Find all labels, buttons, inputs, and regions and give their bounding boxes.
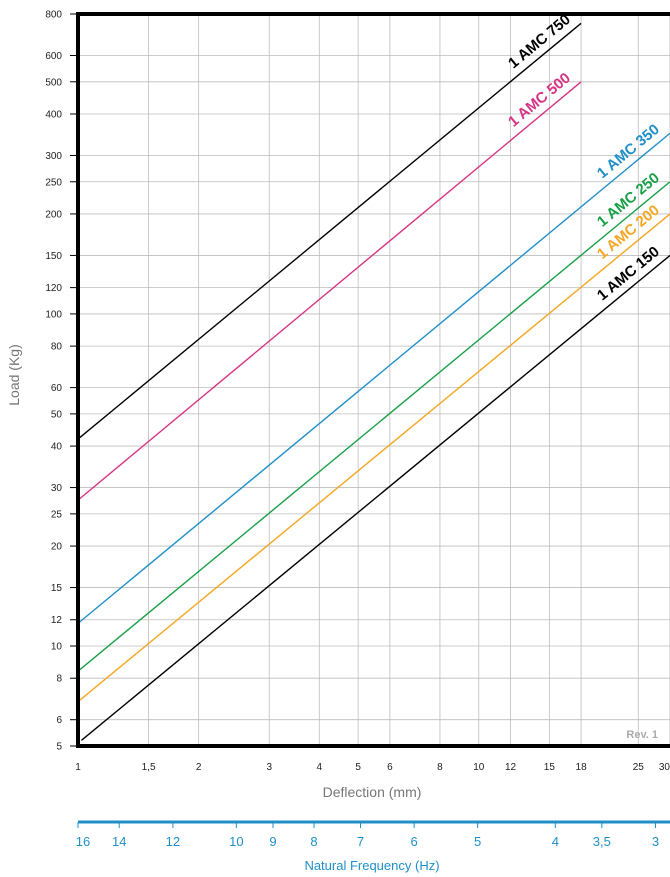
x-tick-label: 8 [437,762,443,773]
x-tick-label: 3 [266,762,272,773]
x-tick-label: 4 [317,762,323,773]
x-tick-label: 2 [196,762,202,773]
x-tick-label: 1,5 [142,762,156,773]
x-tick-label: 5 [355,762,361,773]
y-tick-label: 60 [51,383,63,394]
frequency-tick-label: 3,5 [593,834,611,849]
frequency-axis-title: Natural Frequency (Hz) [304,858,439,873]
y-tick-label: 20 [51,542,63,553]
frequency-tick-label: 10 [229,834,243,849]
series-label: 1 AMC 750 [505,11,574,72]
series-line [81,254,670,741]
frequency-tick-label: 9 [269,834,276,849]
y-tick-label: 400 [45,109,62,120]
frequency-tick-label: 14 [112,834,126,849]
x-tick-labels: 1 1,5 2 3 4 5 6 8 10 12 15 18 25 30 [75,762,670,773]
x-tick-label: 1 [75,762,81,773]
y-tick-label: 120 [45,283,62,294]
frequency-tick-label: 6 [411,834,418,849]
y-tick-label: 10 [51,642,63,653]
y-tick-label: 15 [51,583,63,594]
y-tick-label: 25 [51,509,63,520]
y-tick-label: 80 [51,342,63,353]
natural-frequency-axis: 16 14 12 10 9 8 7 6 5 4 3,5 3 [76,820,670,849]
y-tick-label: 100 [45,309,62,320]
x-axis-title: Deflection (mm) [323,784,422,800]
y-tick-label: 40 [51,442,63,453]
x-tick-label: 25 [633,762,645,773]
y-tick-label: 30 [51,483,63,494]
frequency-tick-label: 7 [357,834,364,849]
y-tick-label: 200 [45,209,62,220]
y-tick-label: 50 [51,409,63,420]
y-tick-label: 8 [56,674,62,685]
y-tick-label: 300 [45,151,62,162]
frequency-tick-label: 12 [166,834,180,849]
y-tick-label: 800 [45,10,62,21]
plot-frame [76,12,670,748]
y-tick-label: 500 [45,77,62,88]
series-label: 1 AMC 500 [505,69,574,130]
frequency-tick-label: 8 [310,834,317,849]
series-lines [77,22,670,741]
x-tick-label: 30 [659,762,670,773]
y-tick-label: 150 [45,251,62,262]
series-line [77,181,670,672]
frequency-tick-label: 16 [76,834,90,849]
revision-label: Rev. 1 [626,729,658,741]
x-tick-label: 12 [505,762,517,773]
series-line [77,81,582,501]
y-tick-label: 12 [51,615,63,626]
x-tick-label: 15 [544,762,556,773]
series-line [77,22,582,440]
x-tick-label: 10 [473,762,485,773]
x-tick-label: 6 [387,762,393,773]
y-tick-label: 600 [45,51,62,62]
grid [77,13,670,747]
series-line [77,213,670,703]
series-line [77,132,670,624]
y-axis-title: Load (Kg) [6,344,22,405]
y-tick-label: 250 [45,177,62,188]
frequency-tick-label: 3 [652,834,659,849]
frequency-tick-label: 5 [474,834,481,849]
frequency-tick-label: 4 [552,834,559,849]
x-tick-label: 18 [576,762,588,773]
y-tick-labels: 5 6 8 10 12 15 20 25 30 40 50 60 80 100 120 150 200 250 30… [45,10,78,753]
y-tick-label: 6 [56,715,62,726]
y-tick-label: 5 [56,742,62,753]
